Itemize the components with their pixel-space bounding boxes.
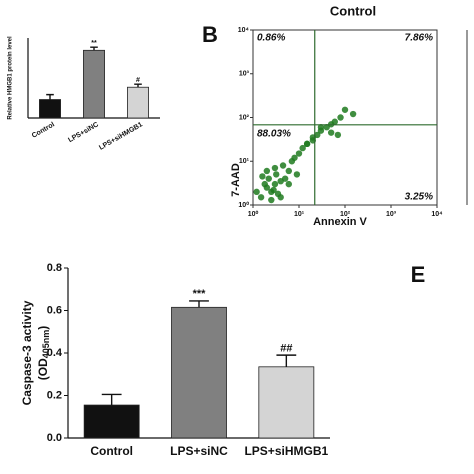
x-tick-label: LPS+siNC: [170, 444, 228, 458]
y-axis-unit: (OD405nm): [36, 326, 51, 381]
y-tick-label: 0.4: [47, 347, 63, 359]
event-dot: [331, 118, 338, 125]
bar: [83, 404, 140, 439]
event-dot: [303, 140, 311, 148]
x-tick-label: LPS+siHMGB1: [244, 444, 328, 458]
error-bar: [189, 300, 209, 308]
quadrant-percent: 0.86%: [257, 33, 285, 44]
error-bar: [276, 354, 297, 367]
x-axis-label: Annexin V: [313, 216, 367, 228]
significance: ##: [280, 342, 292, 354]
panel-label: E: [411, 262, 426, 287]
significance: #: [136, 77, 140, 84]
x-tick-label: 10²: [340, 211, 351, 218]
unit-sub: 405nm: [41, 330, 51, 359]
bar: [39, 99, 61, 119]
y-tick-label: 10²: [239, 114, 250, 121]
x-tick-label: 10⁴: [431, 211, 443, 218]
unit-open: (OD: [36, 358, 50, 380]
event-dot: [281, 175, 289, 182]
bar: [258, 366, 315, 439]
bar: [171, 306, 227, 439]
x-tick-label: 10⁰: [248, 210, 259, 218]
event-dot: [271, 164, 279, 172]
event-dot: [259, 173, 266, 180]
event-dot: [293, 171, 301, 178]
y-tick-label: 0.8: [47, 262, 62, 274]
event-dot: [334, 131, 342, 139]
x-tick-label: Control: [31, 121, 56, 140]
quadrant-percent: 3.25%: [405, 192, 433, 203]
y-tick-label: 0.0: [47, 432, 62, 444]
y-tick-label: 0.2: [47, 389, 62, 401]
x-tick-label: 10¹: [294, 211, 305, 218]
event-dot: [268, 196, 275, 204]
x-tick-label: LPS+siNC: [67, 121, 100, 144]
event-dot: [291, 154, 298, 161]
event-dot: [285, 180, 292, 188]
error-bar: [46, 93, 54, 100]
error-bar: [90, 46, 98, 51]
quadrant-percent: 88.03%: [257, 128, 291, 139]
error-bar: [134, 83, 142, 88]
significance: **: [91, 40, 97, 47]
y-axis-label: 7-AAD: [230, 163, 242, 197]
x-tick-label: Control: [90, 444, 133, 458]
event-dot: [317, 124, 325, 131]
event-dot: [295, 150, 303, 157]
y-tick-label: 0.6: [47, 304, 62, 316]
event-dot: [277, 194, 284, 201]
y-tick-label: 10¹: [239, 158, 250, 165]
y-tick-label: 10⁰: [238, 201, 249, 209]
y-tick-label: 10³: [239, 71, 250, 78]
event-dot: [271, 180, 279, 188]
y-axis-label: Caspase-3 activity: [20, 300, 34, 405]
chart-title: Control: [330, 3, 376, 18]
event-dot: [257, 194, 265, 201]
event-dot: [265, 175, 272, 182]
panel-label: B: [202, 22, 218, 47]
quadrant-percent: 7.86%: [405, 33, 433, 44]
x-tick-label: 10³: [386, 211, 397, 218]
event-dot: [349, 110, 357, 118]
x-tick-label: LPS+siHMGB1: [98, 121, 144, 152]
bar: [127, 86, 149, 119]
event-dot: [285, 167, 292, 175]
event-dot: [253, 188, 260, 196]
y-tick-label: 10⁴: [238, 27, 250, 34]
y-axis-label: Relative HMGB1 protein level: [8, 36, 14, 120]
event-dot: [270, 186, 277, 194]
event-dot: [263, 167, 271, 175]
bar: [83, 49, 105, 119]
significance: ***: [193, 288, 207, 300]
event-dot: [337, 114, 344, 121]
event-dot: [261, 180, 268, 188]
unit-close: ): [36, 326, 50, 330]
event-dot: [299, 144, 306, 152]
event-dot: [279, 162, 287, 169]
event-dot: [273, 171, 280, 178]
error-bar: [101, 393, 122, 406]
event-dot: [327, 129, 335, 136]
event-dot: [341, 106, 349, 113]
